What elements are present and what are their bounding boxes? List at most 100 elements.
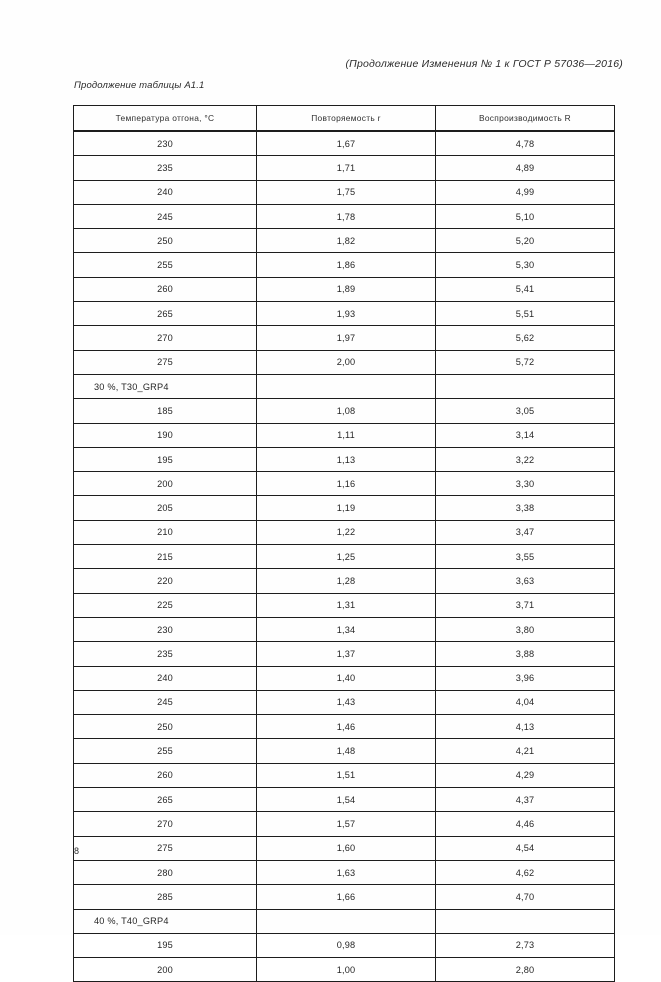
table-header: Температура отгона, °С Повторяемость r В… — [73, 105, 615, 132]
table-row: 190 1,11 3,14 — [73, 422, 615, 448]
cell-temperature: 275 — [73, 835, 257, 861]
table-row: 250 1,82 5,20 — [73, 228, 615, 254]
cell-temperature: 190 — [73, 422, 257, 448]
cell-repeatability: 1,11 — [256, 422, 436, 448]
cell-repeatability: 1,60 — [256, 835, 436, 861]
cell-repeatability: 1,43 — [256, 689, 436, 716]
cell-repeatability: 1,75 — [256, 179, 436, 205]
cell-reproducibility: 5,41 — [435, 276, 615, 303]
table-row: 270 1,57 4,46 — [73, 811, 615, 837]
cell-repeatability: 1,40 — [256, 665, 436, 691]
cell-repeatability: 1,66 — [256, 884, 436, 910]
continuation-table-a1-1: Температура отгона, °С Повторяемость r В… — [73, 105, 615, 982]
cell-temperature: 235 — [73, 641, 257, 667]
table-row: 265 1,93 5,51 — [73, 301, 615, 327]
table-row: 250 1,46 4,13 — [73, 714, 615, 740]
table-row: 255 1,86 5,30 — [73, 252, 615, 278]
cell-temperature: 185 — [73, 398, 257, 424]
cell-temperature: 240 — [73, 665, 257, 691]
cell-temperature: 205 — [73, 495, 257, 521]
table-row: 275 1,60 4,54 — [73, 835, 615, 861]
table-header-row: Температура отгона, °С Повторяемость r В… — [73, 105, 615, 132]
cell-reproducibility: 3,30 — [435, 471, 615, 497]
table-row: 260 1,51 4,29 — [73, 762, 615, 789]
column-header-temperature: Температура отгона, °С — [73, 105, 257, 132]
cell-temperature: 275 — [73, 349, 257, 375]
document-page: (Продолжение Изменения № 1 к ГОСТ Р 5703… — [73, 58, 623, 982]
page-number: 8 — [74, 846, 80, 856]
cell-repeatability: 1,37 — [256, 641, 436, 667]
cell-reproducibility: 4,29 — [435, 762, 615, 789]
cell-repeatability: 1,22 — [256, 519, 436, 546]
cell-temperature: 255 — [73, 252, 257, 278]
cell-reproducibility: 4,46 — [435, 811, 615, 837]
cell-temperature: 255 — [73, 738, 257, 764]
cell-repeatability: 1,67 — [256, 130, 436, 157]
cell-repeatability: 1,78 — [256, 203, 436, 230]
cell-reproducibility: 4,37 — [435, 787, 615, 813]
table-row: 235 1,71 4,89 — [73, 155, 615, 181]
cell-temperature: 200 — [73, 471, 257, 497]
table-row: 210 1,22 3,47 — [73, 519, 615, 546]
cell-repeatability: 1,16 — [256, 471, 436, 497]
cell-temperature: 270 — [73, 811, 257, 837]
cell-temperature: 225 — [73, 592, 257, 618]
cell-temperature: 265 — [73, 787, 257, 813]
cell-reproducibility: 4,04 — [435, 689, 615, 716]
group-cell-repeatability — [256, 373, 436, 400]
table-row: 240 1,40 3,96 — [73, 665, 615, 691]
cell-temperature: 195 — [73, 932, 257, 959]
cell-repeatability: 1,57 — [256, 811, 436, 837]
cell-reproducibility: 5,20 — [435, 228, 615, 254]
cell-reproducibility: 4,62 — [435, 859, 615, 886]
cell-reproducibility: 3,38 — [435, 495, 615, 521]
cell-reproducibility: 4,89 — [435, 155, 615, 181]
table-row: 220 1,28 3,63 — [73, 568, 615, 594]
table-row: 230 1,34 3,80 — [73, 616, 615, 643]
table-row: 230 1,67 4,78 — [73, 130, 615, 157]
running-head: (Продолжение Изменения № 1 к ГОСТ Р 5703… — [345, 58, 623, 70]
table-row: 205 1,19 3,38 — [73, 495, 615, 521]
table-row: 200 1,00 2,80 — [73, 957, 615, 982]
table-row: 195 0,98 2,73 — [73, 932, 615, 959]
cell-temperature: 230 — [73, 130, 257, 157]
cell-repeatability: 1,08 — [256, 398, 436, 424]
cell-temperature: 215 — [73, 544, 257, 570]
cell-reproducibility: 3,71 — [435, 592, 615, 618]
cell-repeatability: 0,98 — [256, 932, 436, 959]
cell-reproducibility: 3,14 — [435, 422, 615, 448]
cell-repeatability: 1,19 — [256, 495, 436, 521]
group-cell-reproducibility — [435, 373, 615, 400]
cell-reproducibility: 4,13 — [435, 714, 615, 740]
cell-reproducibility: 3,05 — [435, 398, 615, 424]
table-group-row: 30 %, T30_GRP4 — [73, 373, 615, 400]
table-row: 270 1,97 5,62 — [73, 325, 615, 351]
cell-reproducibility: 4,99 — [435, 179, 615, 205]
cell-repeatability: 1,28 — [256, 568, 436, 594]
cell-temperature: 200 — [73, 957, 257, 982]
cell-reproducibility: 3,22 — [435, 446, 615, 473]
cell-reproducibility: 4,70 — [435, 884, 615, 910]
table-row: 285 1,66 4,70 — [73, 884, 615, 910]
table-row: 200 1,16 3,30 — [73, 471, 615, 497]
cell-repeatability: 1,97 — [256, 325, 436, 351]
cell-repeatability: 1,25 — [256, 544, 436, 570]
table-caption: Продолжение таблицы А1.1 — [74, 80, 205, 91]
cell-temperature: 260 — [73, 276, 257, 303]
cell-reproducibility: 2,73 — [435, 932, 615, 959]
cell-reproducibility: 5,72 — [435, 349, 615, 375]
cell-repeatability: 1,93 — [256, 301, 436, 327]
cell-reproducibility: 4,78 — [435, 130, 615, 157]
group-label: 30 %, T30_GRP4 — [73, 373, 257, 400]
cell-temperature: 250 — [73, 228, 257, 254]
cell-reproducibility: 3,55 — [435, 544, 615, 570]
cell-repeatability: 1,63 — [256, 859, 436, 886]
cell-reproducibility: 2,80 — [435, 957, 615, 982]
cell-repeatability: 1,34 — [256, 616, 436, 643]
cell-reproducibility: 3,88 — [435, 641, 615, 667]
cell-repeatability: 1,31 — [256, 592, 436, 618]
cell-reproducibility: 5,62 — [435, 325, 615, 351]
table-row: 240 1,75 4,99 — [73, 179, 615, 205]
cell-repeatability: 2,00 — [256, 349, 436, 375]
cell-reproducibility: 5,51 — [435, 301, 615, 327]
